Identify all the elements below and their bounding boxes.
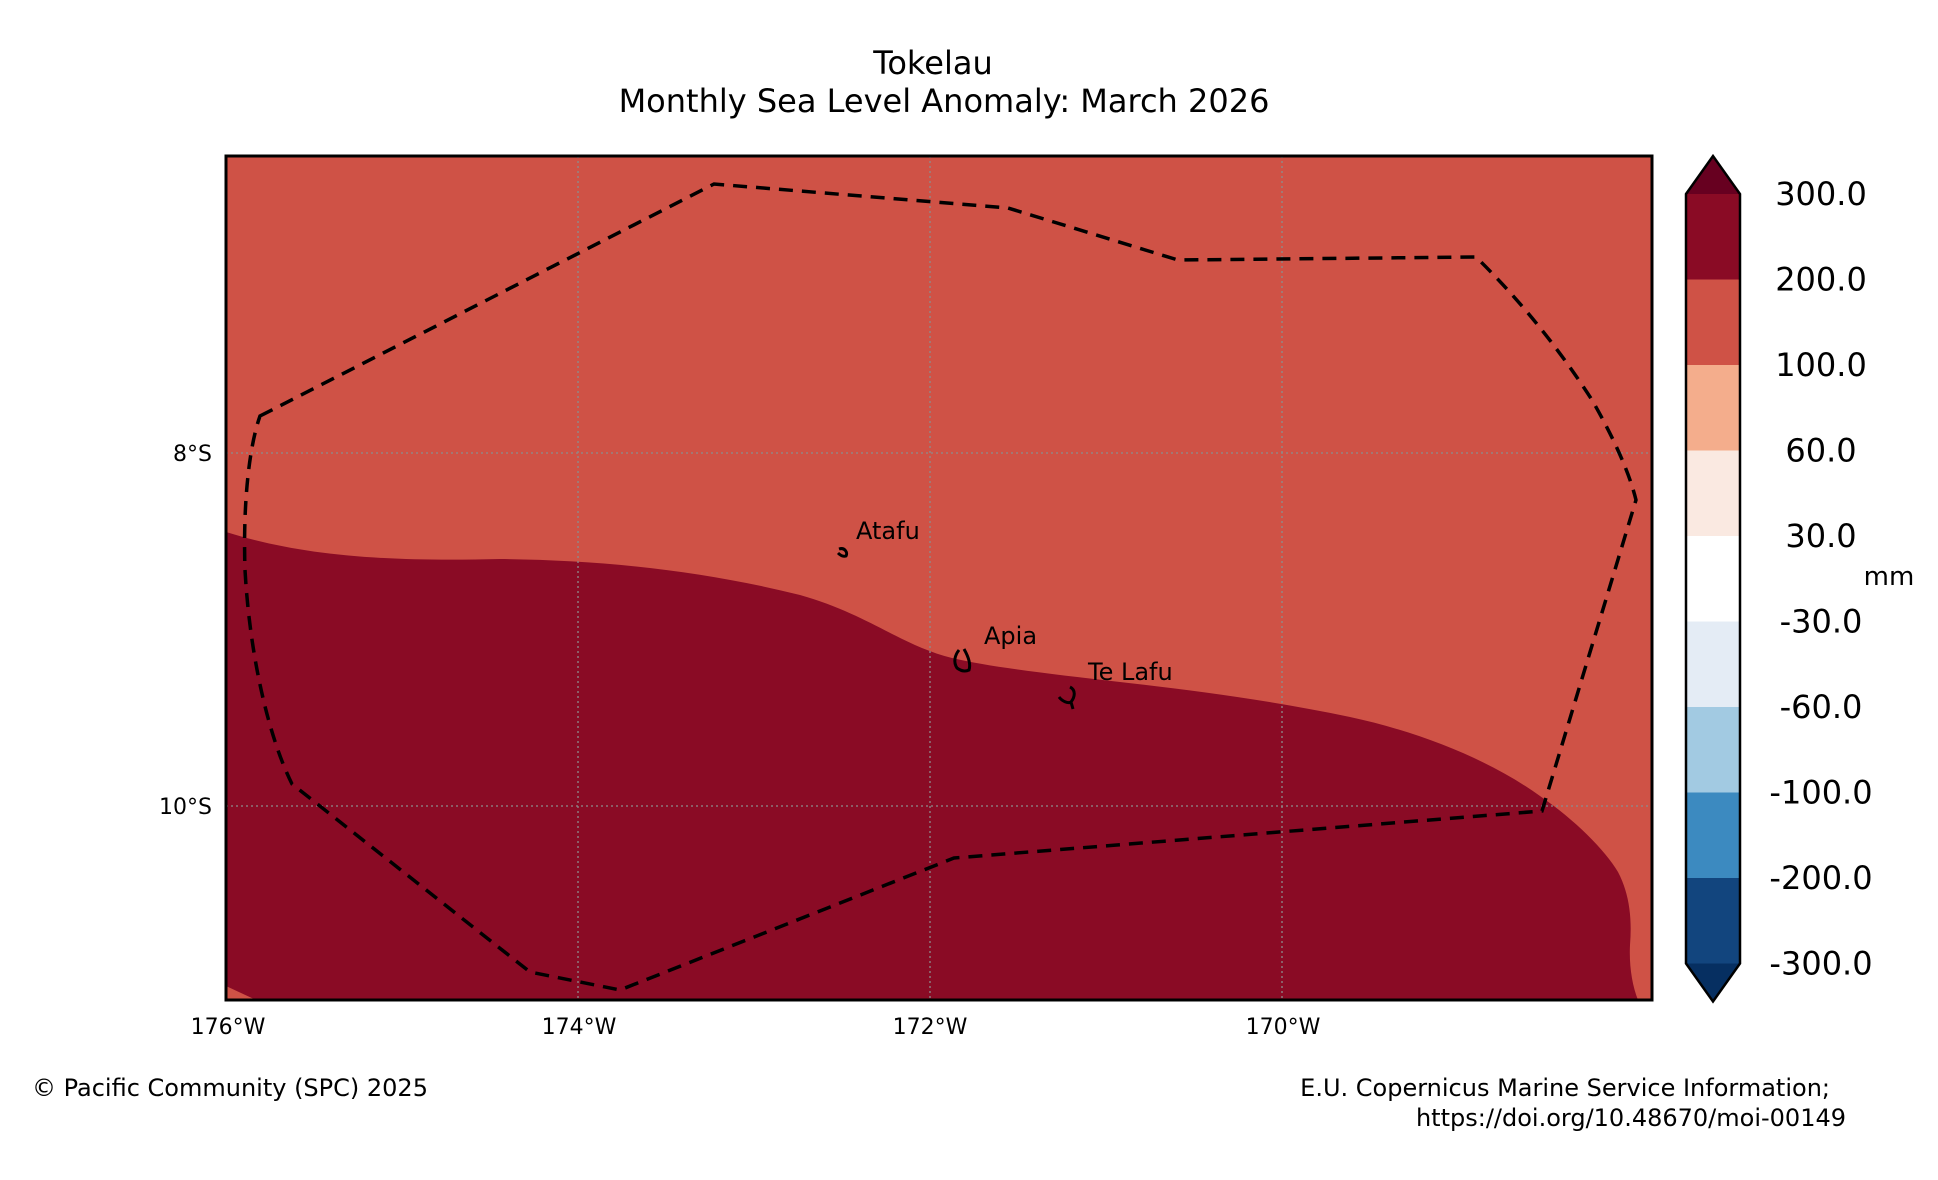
colorbar-segment bbox=[1686, 792, 1740, 879]
southwest-anomaly-sliver bbox=[226, 986, 256, 1000]
colorbar-level-label: -30.0 bbox=[1780, 603, 1863, 641]
colorbar-level-label: 30.0 bbox=[1785, 517, 1856, 555]
colorbar-unit-label: mm bbox=[1864, 562, 1915, 592]
place-label-te-lafu: Te Lafu bbox=[1087, 658, 1173, 686]
high-anomaly-region bbox=[226, 532, 1638, 1000]
colorbar-level-label: -200.0 bbox=[1769, 859, 1872, 897]
lon-tick-172w: 172°W bbox=[893, 1015, 968, 1040]
colorbar-level-label: 60.0 bbox=[1785, 432, 1856, 470]
place-label-apia: Apia bbox=[984, 622, 1037, 650]
eez-boundary bbox=[242, 182, 1638, 992]
colorbar-level-label: -300.0 bbox=[1769, 945, 1872, 983]
colorbar-segment bbox=[1686, 878, 1740, 964]
credit-doi: https://doi.org/10.48670/moi-00149 bbox=[1416, 1104, 1846, 1132]
figure-subtitle: Monthly Sea Level Anomaly: March 2026 bbox=[619, 82, 1270, 120]
gridlines bbox=[226, 156, 1652, 1000]
lon-tick-174w: 174°W bbox=[542, 1015, 617, 1040]
place-label-atafu: Atafu bbox=[856, 517, 920, 545]
colorbar-level-label: -100.0 bbox=[1769, 774, 1872, 812]
lat-tick-8s: 8°S bbox=[173, 442, 212, 467]
colorbar-segment bbox=[1686, 279, 1740, 366]
colorbar-segment bbox=[1686, 707, 1740, 793]
lon-tick-176w: 176°W bbox=[191, 1015, 266, 1040]
colorbar-level-label: -60.0 bbox=[1780, 688, 1863, 726]
colorbar-segment bbox=[1686, 450, 1740, 537]
lat-tick-10s: 10°S bbox=[159, 795, 212, 820]
colorbar-over-extension bbox=[1686, 156, 1740, 194]
colorbar-level-label: 200.0 bbox=[1775, 261, 1867, 299]
figure-title: Tokelau bbox=[872, 44, 993, 82]
colorbar-segment bbox=[1686, 365, 1740, 451]
colorbar-level-label: 100.0 bbox=[1775, 346, 1867, 384]
apia-island bbox=[953, 648, 972, 673]
colorbar-outline bbox=[1684, 153, 1742, 1004]
colorbar: 300.0 200.0 100.0 60.0 30.0 -30.0 -60.0 -100.0 -… bbox=[1684, 153, 1873, 1004]
lon-tick-170w: 170°W bbox=[1246, 1015, 1321, 1040]
te-lafu-island bbox=[1057, 685, 1076, 710]
credit-copernicus: E.U. Copernicus Marine Service Informati… bbox=[1300, 1074, 1830, 1102]
map-panel: Atafu Apia Te Lafu 176°W 174°W 172°W 170… bbox=[159, 154, 1654, 1040]
colorbar-segment bbox=[1686, 621, 1740, 708]
colorbar-segment bbox=[1686, 536, 1740, 622]
credit-spc: © Pacific Community (SPC) 2025 bbox=[32, 1074, 428, 1102]
colorbar-segment bbox=[1686, 194, 1740, 280]
colorbar-under-extension bbox=[1686, 963, 1740, 1002]
atafu-island bbox=[836, 547, 849, 558]
colorbar-level-label: 300.0 bbox=[1775, 175, 1867, 213]
map-frame bbox=[224, 154, 1654, 1002]
